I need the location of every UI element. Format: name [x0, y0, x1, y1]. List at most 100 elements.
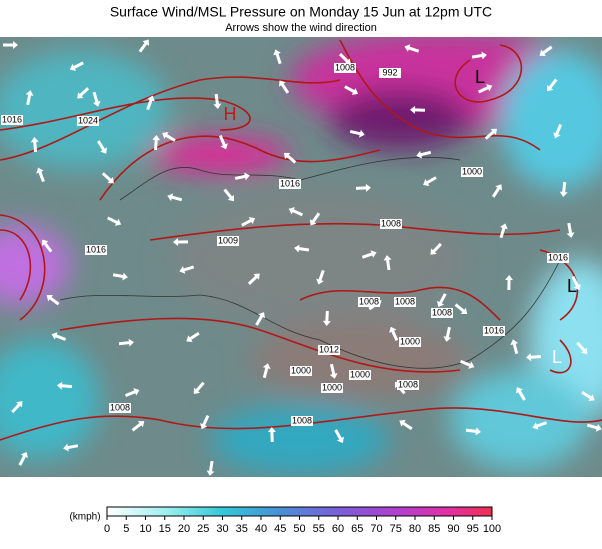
isobar-label: 1024: [78, 115, 98, 125]
legend-unit: (kmph): [69, 512, 100, 523]
tick-label: 95: [467, 523, 479, 535]
arrow-shape: [355, 183, 371, 192]
tick-label: 80: [409, 523, 421, 535]
wind-arrow: [361, 250, 377, 259]
arrow-shape: [571, 276, 581, 291]
wind-arrow: [3, 41, 18, 49]
arrow-shape: [3, 41, 18, 49]
wind-arrow: [92, 91, 101, 107]
wind-arrow: [478, 84, 493, 94]
arrow-shape: [547, 78, 558, 92]
wind-arrow: [322, 310, 331, 326]
arrow-shape: [279, 80, 290, 94]
arrow-shape: [471, 51, 487, 60]
wind-arrow: [283, 152, 297, 164]
arrow-shape: [294, 244, 310, 253]
arrow-shape: [553, 123, 563, 139]
wind-arrow: [329, 363, 338, 379]
wind-arrow: [223, 188, 235, 202]
arrow-shape: [484, 128, 498, 140]
wind-arrow: [206, 460, 215, 476]
isobar-label: 1016: [484, 325, 504, 335]
arrow-shape: [101, 172, 114, 184]
tick-label: 50: [293, 523, 305, 535]
arrow-shape: [404, 44, 420, 53]
arrow-shape: [338, 52, 351, 65]
tick-label: 65: [351, 523, 363, 535]
isobar-label: 992: [382, 67, 397, 77]
isobar-label: 1008: [110, 402, 130, 412]
isobar-label-bg: [77, 116, 99, 126]
pressure-center: L: [552, 347, 562, 367]
isobar-label-bg: [334, 63, 356, 73]
isobar-label: 1016: [2, 114, 22, 124]
wind-arrow: [234, 172, 250, 181]
wind-arrow: [430, 242, 442, 255]
wind-arrow: [586, 423, 602, 432]
arrow-shape: [383, 255, 392, 271]
isobar-label: 1000: [291, 365, 311, 375]
wind-arrow: [101, 172, 114, 184]
wind-arrow: [124, 388, 140, 398]
wind-arrow: [410, 105, 426, 114]
arrow-shape: [162, 132, 176, 142]
arrow-shape: [46, 295, 60, 306]
wind-arrow: [355, 183, 371, 192]
wind-arrow: [349, 129, 365, 138]
arrow-shape: [410, 105, 426, 114]
tick-label: 30: [216, 523, 228, 535]
wind-arrow: [491, 184, 502, 198]
isobar-label-bg: [1, 115, 23, 125]
isobar-label-bg: [349, 370, 371, 380]
coastlines: [59, 156, 561, 369]
arrow-shape: [206, 460, 215, 476]
wind-arrow: [146, 95, 155, 111]
wind-arrow: [539, 45, 553, 56]
title: Surface Wind/MSL Pressure on Monday 15 J…: [110, 4, 492, 20]
wind-arrow: [57, 381, 73, 390]
wind-arrow: [152, 135, 161, 151]
isobars: [0, 39, 602, 441]
arrow-shape: [559, 181, 568, 197]
wind-arrow: [273, 49, 282, 65]
isobar-label-bg: [291, 416, 313, 426]
wind-arrow: [63, 443, 79, 452]
wind-arrow: [218, 134, 228, 150]
arrow-shape: [36, 167, 45, 183]
arrow-shape: [539, 45, 553, 56]
arrow-shape: [344, 85, 358, 95]
arrow-shape: [532, 421, 548, 430]
wind-arrow: [399, 420, 413, 431]
isobar-label-bg: [397, 380, 419, 390]
wind-arrow: [173, 238, 189, 247]
arrow-shape: [454, 303, 468, 315]
arrow-shape: [273, 49, 282, 65]
isobar-label-bg: [394, 297, 416, 307]
isobar-label: 1000: [350, 369, 370, 379]
wind-arrow: [294, 244, 310, 253]
isobar-label: 1008: [395, 296, 415, 306]
wind-arrow: [581, 391, 595, 401]
arrow-shape: [255, 312, 265, 326]
wind-arrow: [112, 272, 128, 281]
wind-arrow: [526, 353, 542, 362]
arrow-shape: [361, 250, 377, 259]
arrow-shape: [167, 193, 183, 202]
tick-label: 40: [255, 523, 267, 535]
tick-label: 70: [370, 523, 382, 535]
wind-arrow: [25, 90, 34, 106]
arrow-shape: [146, 95, 155, 111]
wind-arrow: [566, 222, 575, 238]
wind-arrow: [338, 52, 351, 65]
wind-arrow: [107, 216, 122, 226]
tick-label: 55: [313, 523, 325, 535]
wind-arrow: [11, 401, 23, 414]
tick-label: 100: [483, 523, 501, 535]
arrow-shape: [218, 134, 228, 150]
isobar-label-bg: [461, 167, 483, 177]
wind-arrow: [200, 415, 210, 430]
wind-arrows: [3, 39, 602, 476]
wind-arrow: [162, 132, 176, 142]
arrow-shape: [267, 427, 276, 443]
tick-label: 0: [104, 523, 110, 535]
